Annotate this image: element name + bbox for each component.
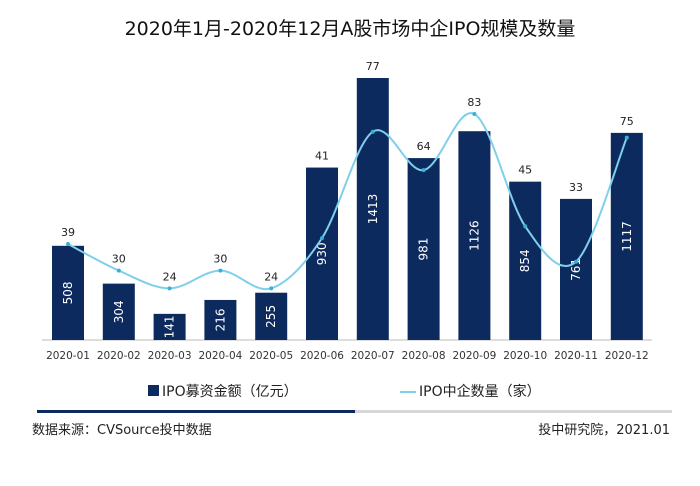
- line-point: [472, 111, 477, 116]
- bar-value-label: 255: [264, 305, 278, 328]
- bar-value-label: 1126: [467, 220, 481, 251]
- bar: [509, 181, 542, 340]
- line-value-label: 33: [569, 181, 583, 194]
- x-tick-label: 2020-01: [46, 350, 90, 362]
- line-value-label: 41: [315, 150, 329, 163]
- x-tick-label: 2020-06: [300, 350, 344, 362]
- legend-bar: IPO募资金额（亿元）: [148, 381, 298, 401]
- line-value-label: 64: [417, 140, 431, 153]
- bar-value-label: 1413: [366, 194, 380, 225]
- legend-bar-swatch: [148, 385, 159, 396]
- line-point: [320, 236, 324, 241]
- line-value-label: 24: [163, 270, 177, 283]
- bar: [204, 299, 237, 340]
- bar: [356, 78, 389, 340]
- chart-title: 2020年1月-2020年12月A股市场中企IPO规模及数量: [124, 18, 576, 40]
- line-point: [167, 286, 172, 291]
- line-point: [523, 224, 528, 229]
- bar: [102, 283, 135, 340]
- line-point: [370, 129, 375, 134]
- x-tick-label: 2020-05: [249, 350, 293, 362]
- legend-line: IPO中企数量（家）: [400, 381, 541, 401]
- line-point: [116, 268, 121, 273]
- line-point: [574, 259, 578, 264]
- source-note: 数据来源：CVSource投中数据: [32, 423, 212, 438]
- divider-light: [355, 410, 672, 413]
- bar-value-label: 930: [315, 242, 329, 265]
- line-point: [218, 268, 223, 273]
- bar-value-label: 1117: [620, 221, 634, 252]
- x-tick-label: 2020-08: [402, 350, 446, 362]
- bar: [458, 131, 491, 340]
- x-tick-label: 2020-03: [148, 350, 192, 362]
- bar-value-label: 304: [112, 300, 126, 323]
- line-point: [421, 168, 426, 173]
- line-value-label: 75: [620, 115, 634, 128]
- bar-value-label: 508: [61, 281, 75, 304]
- x-tick-label: 2020-12: [605, 350, 649, 362]
- x-tick-label: 2020-09: [452, 350, 496, 362]
- bar: [153, 313, 186, 340]
- credit-note: 投中研究院，2021.01: [538, 423, 670, 438]
- bar: [52, 245, 84, 340]
- line-value-label: 45: [518, 164, 532, 177]
- bar-value-label: 216: [213, 309, 227, 332]
- bar: [407, 158, 440, 340]
- legend-line-swatch: [400, 391, 416, 393]
- line-value-label: 24: [264, 270, 278, 283]
- legend-line-label: IPO中企数量（家）: [419, 384, 541, 400]
- line-point: [269, 286, 274, 291]
- line-value-label: 30: [112, 253, 126, 266]
- bar-value-label: 981: [417, 238, 431, 261]
- x-tick-label: 2020-11: [554, 350, 598, 362]
- line-value-label: 83: [467, 96, 481, 109]
- line-value-label: 77: [366, 60, 380, 73]
- bar-value-label: 854: [518, 249, 532, 272]
- x-tick-label: 2020-02: [97, 350, 141, 362]
- bar: [560, 198, 592, 340]
- x-tick-label: 2020-04: [198, 350, 242, 362]
- line-point: [66, 242, 70, 246]
- line-point: [624, 135, 629, 140]
- line-value-label: 30: [213, 253, 227, 266]
- bar-value-label: 141: [163, 315, 177, 338]
- bar: [255, 292, 288, 340]
- line-value-label: 39: [61, 226, 75, 239]
- divider-dark: [37, 410, 355, 413]
- x-tick-label: 2020-07: [351, 350, 395, 362]
- x-tick-label: 2020-10: [503, 350, 547, 362]
- legend-bar-label: IPO募资金额（亿元）: [162, 384, 298, 400]
- line-series: [67, 112, 628, 291]
